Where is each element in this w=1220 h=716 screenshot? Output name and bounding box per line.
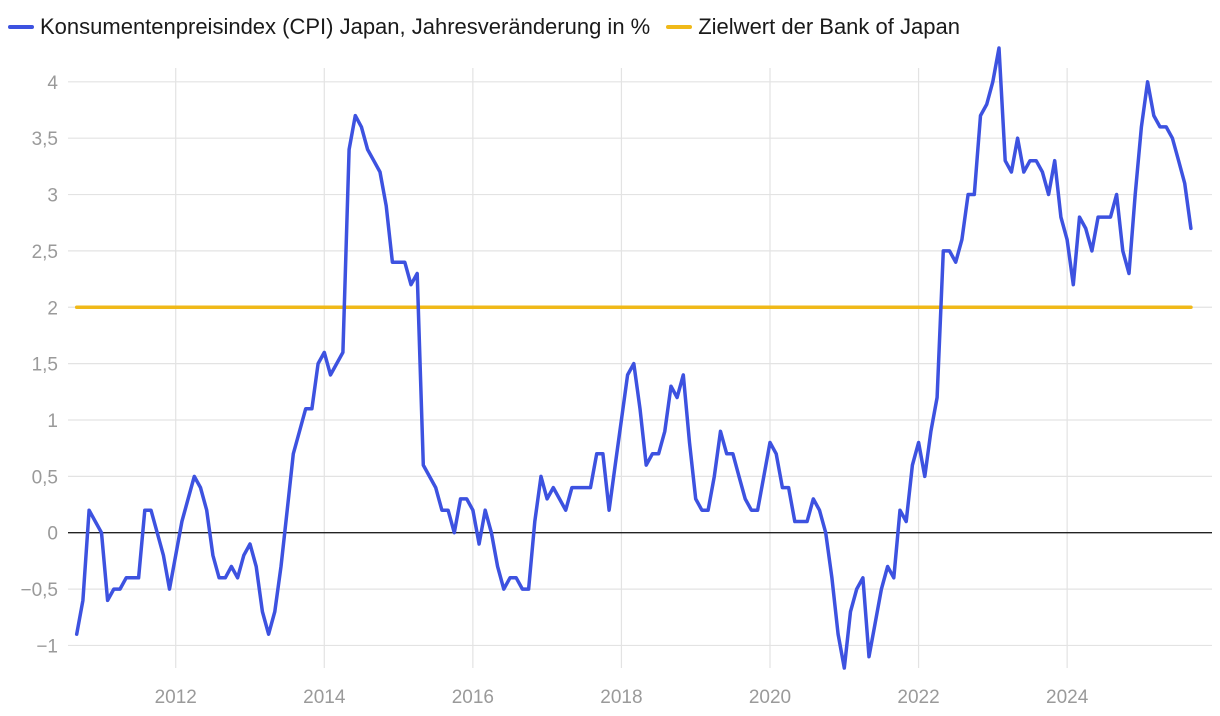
cpi-line <box>74 46 1193 670</box>
legend-item-cpi[interactable]: Konsumentenpreisindex (CPI) Japan, Jahre… <box>8 14 650 40</box>
legend-label-target: Zielwert der Bank of Japan <box>698 14 960 39</box>
x-tick-label: 2018 <box>600 687 642 708</box>
x-tick-label: 2014 <box>303 687 346 708</box>
x-tick-label: 2016 <box>452 687 494 708</box>
legend-swatch-target <box>666 25 693 29</box>
legend: Konsumentenpreisindex (CPI) Japan, Jahre… <box>8 14 976 40</box>
y-tick-label: 4 <box>47 73 58 94</box>
x-tick-label: 2024 <box>1046 687 1089 708</box>
y-tick-label: −0,5 <box>20 580 58 601</box>
y-tick-label: 3 <box>47 186 58 207</box>
y-tick-label: 1,5 <box>32 355 58 376</box>
series-lines <box>74 46 1193 670</box>
legend-label-cpi: Konsumentenpreisindex (CPI) Japan, Jahre… <box>40 14 651 39</box>
x-tick-label: 2012 <box>155 687 197 708</box>
x-tick-label: 2020 <box>749 687 791 708</box>
x-axis-labels: 2012 2014 2016 2018 2020 2022 2024 <box>155 687 1089 708</box>
y-tick-label: 1 <box>47 411 58 432</box>
x-gridlines <box>175 68 1068 668</box>
y-tick-label: −1 <box>36 636 58 657</box>
y-tick-label: 0 <box>47 524 58 545</box>
y-tick-label: 3,5 <box>32 129 58 150</box>
y-tick-label: 2,5 <box>32 242 58 263</box>
legend-swatch-cpi <box>8 25 34 29</box>
y-axis-labels: 4 3,5 3 2,5 2 1,5 1 0,5 0 −0,5 −1 <box>20 73 58 658</box>
x-tick-label: 2022 <box>897 687 939 708</box>
legend-item-target[interactable]: Zielwert der Bank of Japan <box>666 14 960 40</box>
y-tick-label: 2 <box>47 298 58 319</box>
y-tick-label: 0,5 <box>32 467 58 488</box>
